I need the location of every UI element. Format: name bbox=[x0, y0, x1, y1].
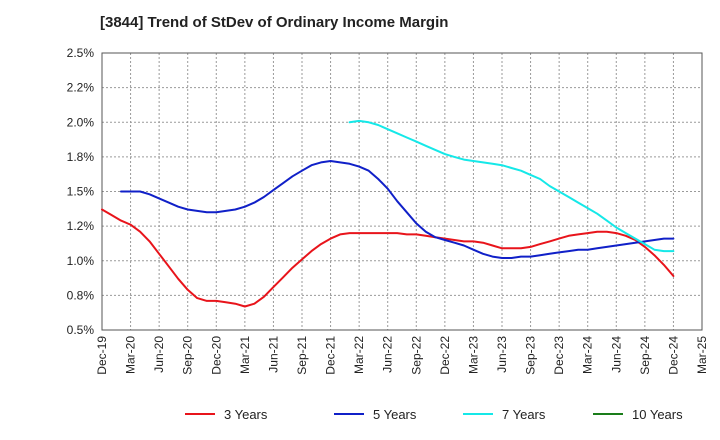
x-tick-label: Mar-23 bbox=[466, 336, 480, 374]
x-tick-label: Sep-20 bbox=[181, 336, 195, 375]
y-tick-label: 2.5% bbox=[67, 46, 95, 60]
x-tick-label: Dec-20 bbox=[209, 336, 223, 375]
y-tick-label: 1.8% bbox=[67, 150, 95, 164]
x-tick-label: Sep-23 bbox=[524, 336, 538, 375]
y-tick-label: 2.2% bbox=[67, 81, 95, 95]
x-tick-label: Jun-21 bbox=[266, 336, 280, 373]
legend-label: 7 Years bbox=[502, 407, 546, 422]
x-tick-label: Mar-22 bbox=[352, 336, 366, 374]
x-tick-label: Jun-20 bbox=[152, 336, 166, 373]
x-tick-label: Mar-21 bbox=[238, 336, 252, 374]
x-tick-label: Mar-24 bbox=[581, 336, 595, 374]
x-tick-label: Dec-24 bbox=[666, 336, 680, 375]
x-tick-label: Dec-22 bbox=[438, 336, 452, 375]
x-tick-label: Jun-23 bbox=[495, 336, 509, 373]
legend-label: 3 Years bbox=[224, 407, 268, 422]
x-tick-label: Mar-25 bbox=[695, 336, 709, 374]
x-tick-label: Sep-24 bbox=[638, 336, 652, 375]
legend-label: 5 Years bbox=[373, 407, 417, 422]
x-tick-label: Dec-21 bbox=[324, 336, 338, 375]
x-tick-label: Dec-19 bbox=[95, 336, 109, 375]
y-tick-label: 0.8% bbox=[67, 288, 95, 302]
y-tick-label: 1.5% bbox=[67, 185, 95, 199]
y-tick-label: 0.5% bbox=[67, 323, 95, 337]
x-tick-label: Sep-22 bbox=[409, 336, 423, 375]
x-tick-label: Sep-21 bbox=[295, 336, 309, 375]
legend-label: 10 Years bbox=[632, 407, 683, 422]
y-tick-label: 1.0% bbox=[67, 254, 95, 268]
x-tick-label: Jun-22 bbox=[381, 336, 395, 373]
y-tick-label: 2.0% bbox=[67, 115, 95, 129]
x-tick-label: Dec-23 bbox=[552, 336, 566, 375]
plot-frame bbox=[101, 52, 703, 331]
x-tick-label: Jun-24 bbox=[609, 336, 623, 373]
series-line-7-years bbox=[348, 119, 675, 253]
x-tick-label: Mar-20 bbox=[124, 336, 138, 374]
series-line-5-years bbox=[120, 160, 675, 259]
chart-title: [3844] Trend of StDev of Ordinary Income… bbox=[100, 14, 449, 31]
series-line-3-years bbox=[101, 208, 675, 308]
y-tick-label: 1.2% bbox=[67, 219, 95, 233]
